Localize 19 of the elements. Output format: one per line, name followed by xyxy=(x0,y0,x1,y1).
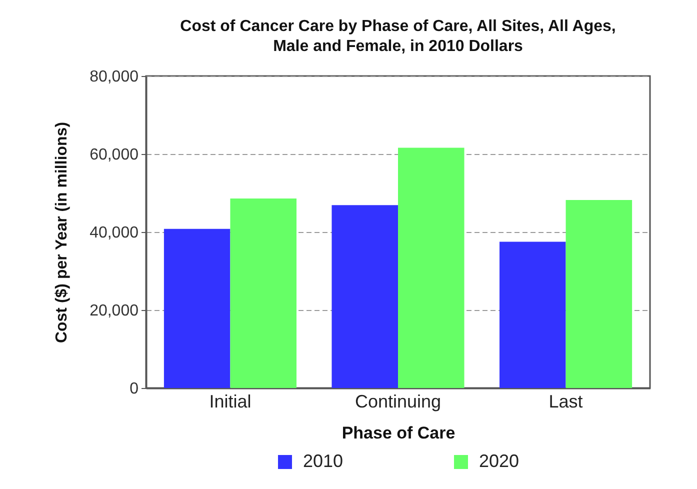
y-tick-label: 60,000 xyxy=(90,146,139,164)
bar xyxy=(230,198,296,388)
legend-label: 2020 xyxy=(479,451,520,471)
bar xyxy=(500,242,566,388)
bar xyxy=(566,200,632,388)
y-tick-label: 40,000 xyxy=(90,224,139,242)
legend-label: 2010 xyxy=(303,451,344,471)
chart-title: Cost of Cancer Care by Phase of Care, All Sites, All Ages, Male and Female, in 2010 Dollars xyxy=(180,18,616,55)
y-tick-label: 20,000 xyxy=(90,302,139,320)
y-tick-label: 0 xyxy=(130,380,139,398)
x-axis-title: Phase of Care xyxy=(342,424,456,442)
bar xyxy=(164,228,230,388)
x-tick-label: Initial xyxy=(209,392,252,412)
bar xyxy=(332,205,398,388)
bar xyxy=(398,148,464,388)
x-tick-label: Last xyxy=(548,392,583,412)
x-tick-label: Continuing xyxy=(354,392,442,412)
y-tick-label: 80,000 xyxy=(90,68,139,86)
y-axis-title: Cost ($) per Year (in millions) xyxy=(54,122,71,344)
